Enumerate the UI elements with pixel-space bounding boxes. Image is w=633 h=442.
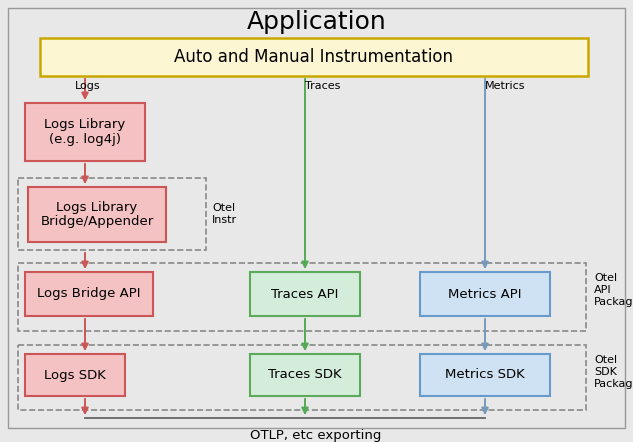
Bar xyxy=(18,178,206,250)
Bar xyxy=(28,187,166,242)
Bar xyxy=(420,272,550,316)
Text: Otel
Instr: Otel Instr xyxy=(212,203,237,225)
Text: Logs Library
(e.g. log4j): Logs Library (e.g. log4j) xyxy=(44,118,125,146)
Bar xyxy=(25,354,125,396)
Text: Traces API: Traces API xyxy=(272,287,339,301)
Text: Auto and Manual Instrumentation: Auto and Manual Instrumentation xyxy=(175,48,453,66)
Text: Traces SDK: Traces SDK xyxy=(268,369,342,381)
Bar xyxy=(250,354,360,396)
Text: Logs SDK: Logs SDK xyxy=(44,369,106,381)
Text: Metrics SDK: Metrics SDK xyxy=(445,369,525,381)
Bar xyxy=(250,272,360,316)
Text: Logs: Logs xyxy=(75,81,101,91)
Text: Otel
API
Package: Otel API Package xyxy=(594,274,633,307)
Bar xyxy=(18,345,586,410)
Text: Traces: Traces xyxy=(305,81,341,91)
Text: Logs Library
Bridge/Appender: Logs Library Bridge/Appender xyxy=(41,201,154,229)
Text: Metrics API: Metrics API xyxy=(448,287,522,301)
Text: OTLP, etc exporting: OTLP, etc exporting xyxy=(250,428,382,442)
Bar xyxy=(40,38,588,76)
Bar xyxy=(25,272,153,316)
Bar xyxy=(25,103,145,161)
Text: Otel
SDK
Package: Otel SDK Package xyxy=(594,355,633,389)
Bar xyxy=(420,354,550,396)
Bar xyxy=(18,263,586,331)
Text: Application: Application xyxy=(247,10,386,34)
Text: Logs Bridge API: Logs Bridge API xyxy=(37,287,141,301)
Text: Metrics: Metrics xyxy=(485,81,525,91)
